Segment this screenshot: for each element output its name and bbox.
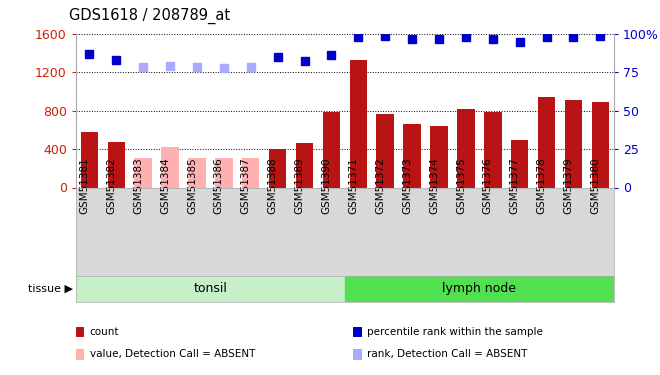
Text: tonsil: tonsil [193,282,227,295]
Bar [323,112,340,188]
Text: lymph node: lymph node [442,282,516,295]
Text: GDS1618 / 208789_at: GDS1618 / 208789_at [69,8,230,24]
Bar [188,158,206,188]
Bar [430,126,447,188]
Bar [511,140,529,188]
Bar [242,158,259,188]
Text: value, Detection Call = ABSENT: value, Detection Call = ABSENT [90,350,255,359]
Bar [215,158,232,188]
Bar [135,158,152,188]
Bar [161,147,179,188]
Bar [345,276,614,302]
Bar [591,102,609,188]
Bar [565,100,582,188]
Bar [457,109,475,188]
Bar [76,276,345,302]
Bar [81,132,98,188]
Text: count: count [90,327,119,337]
Text: percentile rank within the sample: percentile rank within the sample [367,327,543,337]
Bar [350,60,367,188]
Bar [403,124,421,188]
Text: rank, Detection Call = ABSENT: rank, Detection Call = ABSENT [367,350,527,359]
Bar [269,149,286,188]
Bar [538,97,555,188]
Bar [296,143,314,188]
Bar [376,114,394,188]
Bar [484,112,502,188]
Text: tissue ▶: tissue ▶ [28,284,73,294]
Bar [108,142,125,188]
